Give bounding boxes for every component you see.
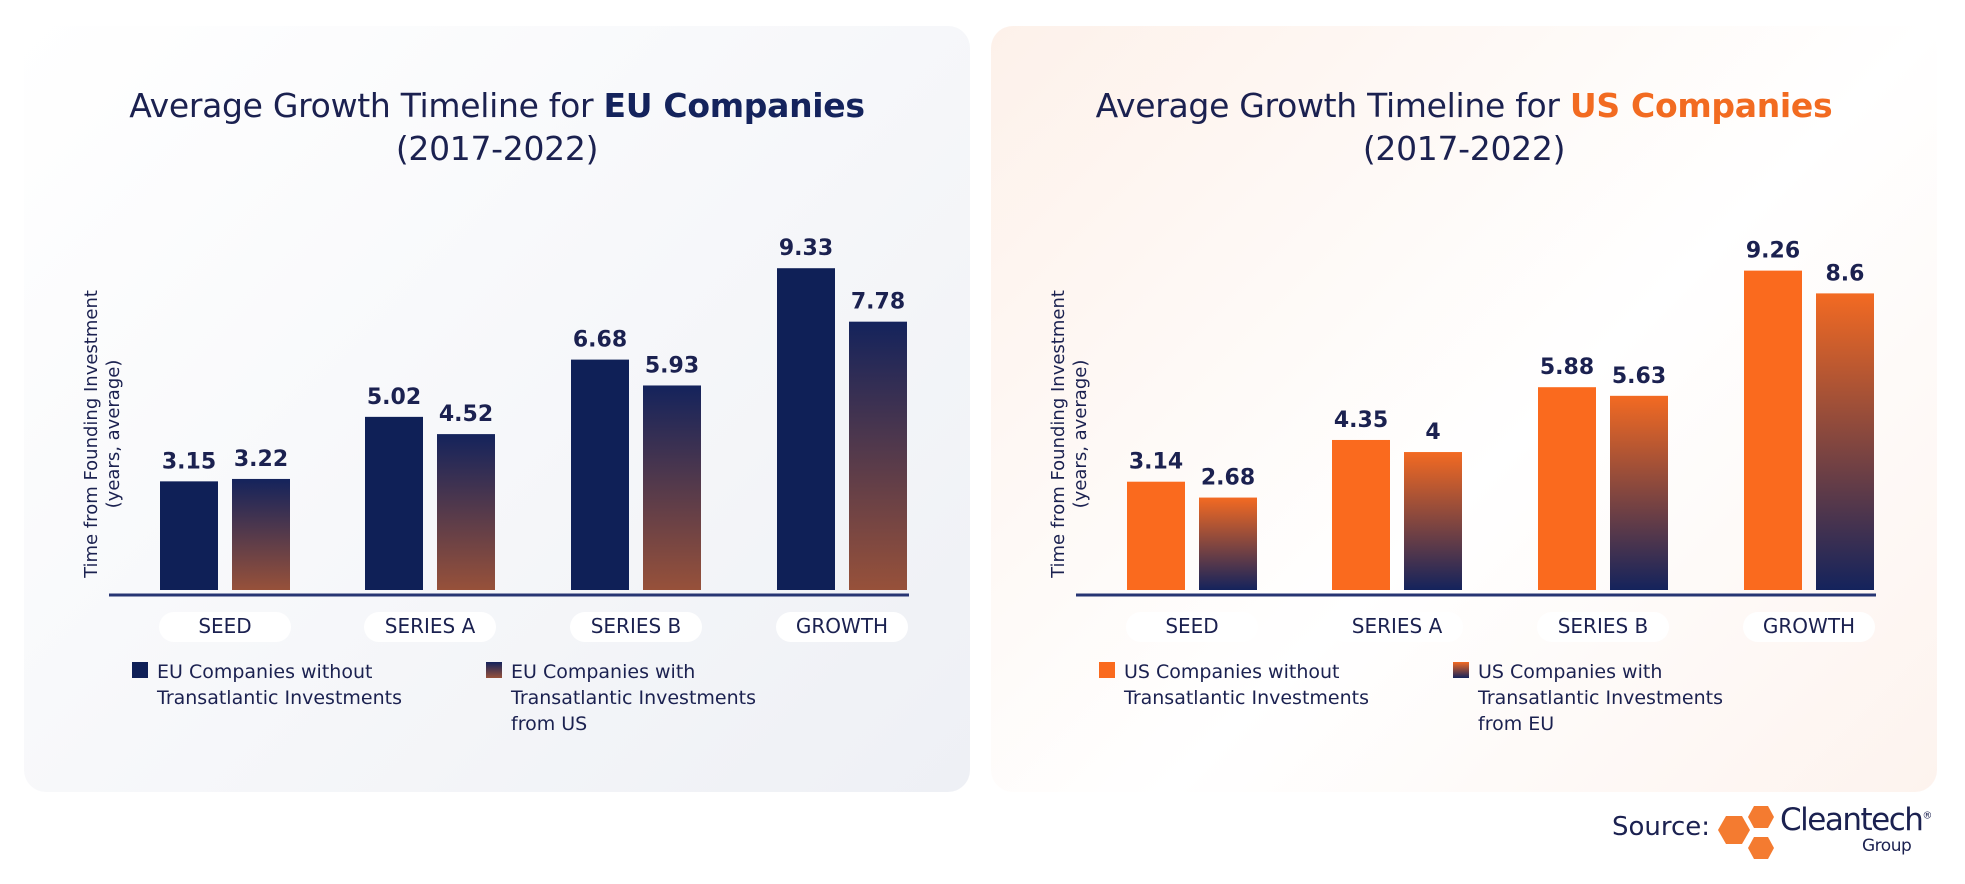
bar (1744, 270, 1802, 590)
data-label: 5.93 (645, 353, 699, 378)
data-label: 9.33 (779, 236, 833, 261)
category-pill (1537, 612, 1669, 642)
legend-label-line: Transatlantic Investments (510, 687, 756, 709)
y-axis-label-line: (years, average) (103, 360, 124, 509)
category-pill (570, 612, 702, 642)
y-axis-label: Time from Founding Investment(years, ave… (81, 290, 124, 579)
legend-label-line: EU Companies with (511, 661, 695, 683)
title-prefix: Average Growth Timeline for (129, 86, 604, 125)
category-label: SEED (1165, 614, 1218, 638)
legend-label-line: from US (511, 713, 587, 735)
data-label: 9.26 (1746, 239, 1800, 264)
category-pill (776, 612, 908, 642)
bar (1199, 497, 1257, 590)
data-label: 3.22 (234, 447, 288, 472)
bar (365, 416, 423, 590)
legend-swatch (1453, 662, 1469, 678)
bar (1816, 293, 1874, 590)
category-label: GROWTH (796, 614, 888, 638)
data-label: 5.88 (1540, 355, 1594, 380)
bar (437, 434, 495, 590)
legend-label-line: from EU (1478, 713, 1554, 735)
legend-label-line: Transatlantic Investments (156, 687, 402, 709)
chart-title: Average Growth Timeline for US Companies… (991, 84, 1937, 170)
category-label: SERIES A (385, 614, 476, 638)
category-label: SERIES A (1352, 614, 1443, 638)
category-label: SERIES B (591, 614, 682, 638)
category-pill (159, 612, 291, 642)
legend-label-line: Transatlantic Investments (1477, 687, 1723, 709)
data-label: 3.15 (162, 449, 216, 474)
chart-title: Average Growth Timeline for EU Companies… (24, 84, 970, 170)
bar (160, 481, 218, 590)
legend-label-line: US Companies without (1124, 661, 1340, 683)
legend-label-line: EU Companies without (157, 661, 372, 683)
category-label: GROWTH (1763, 614, 1855, 638)
legend-swatch (486, 662, 502, 678)
bar (1127, 481, 1185, 590)
category-pill (1743, 612, 1875, 642)
logo-hex-top (1748, 806, 1774, 828)
bar (777, 268, 835, 590)
category-label: SEED (198, 614, 251, 638)
bar (1332, 439, 1390, 590)
chart-subtitle: (2017-2022) (1362, 129, 1566, 168)
data-label: 7.78 (851, 290, 905, 315)
bar (1404, 452, 1462, 590)
y-axis-label-line: Time from Founding Investment (1048, 290, 1069, 579)
data-label: 4.52 (439, 402, 493, 427)
bar (643, 385, 701, 590)
logo-hex-bottom (1748, 837, 1774, 859)
bar (232, 478, 290, 590)
legend-label-line: Transatlantic Investments (1123, 687, 1369, 709)
data-label: 5.02 (367, 385, 421, 410)
data-label: 2.68 (1201, 466, 1255, 491)
category-label: SERIES B (1558, 614, 1649, 638)
legend-label: US Companies without Transatlantic Invest… (1123, 661, 1369, 709)
brand-subname: Group (1862, 836, 1912, 856)
bar-chart-us: Time from Founding Investment(years, ave… (1048, 239, 1876, 735)
bar (1538, 387, 1596, 590)
data-label: 6.68 (573, 328, 627, 353)
chart-panel-us: Average Growth Timeline for US Companies… (991, 26, 1937, 792)
title-prefix: Average Growth Timeline for (1095, 86, 1570, 125)
bar (1610, 395, 1668, 590)
data-label: 4.35 (1334, 408, 1388, 433)
legend-swatch (1099, 662, 1115, 678)
data-label: 4 (1425, 420, 1440, 445)
bar-chart-eu: Time from Founding Investment(years, ave… (81, 236, 909, 735)
y-axis-label-line: (years, average) (1070, 360, 1091, 509)
y-axis-label: Time from Founding Investment(years, ave… (1048, 290, 1091, 579)
data-label: 3.14 (1129, 450, 1183, 475)
logo-hex-left (1718, 816, 1750, 844)
chart-panel-eu: Average Growth Timeline for EU Companies… (24, 26, 970, 792)
title-highlight: US Companies (1569, 86, 1833, 125)
chart-subtitle: (2017-2022) (395, 129, 599, 168)
bar (571, 359, 629, 590)
title-highlight: EU Companies (603, 86, 865, 125)
category-pill (364, 612, 496, 642)
data-label: 8.6 (1826, 261, 1865, 286)
legend-label: EU Companies without Transatlantic Invest… (156, 661, 402, 709)
legend-label: US Companies with Transatlantic Investmen… (1477, 661, 1723, 735)
y-axis-label-line: Time from Founding Investment (81, 290, 102, 579)
legend-label: EU Companies with Transatlantic Investmen… (510, 661, 756, 735)
legend-swatch (132, 662, 148, 678)
legend-label-line: US Companies with (1478, 661, 1662, 683)
brand-name: Cleantech® (1780, 802, 1932, 838)
data-label: 5.63 (1612, 364, 1666, 389)
bar (849, 321, 907, 590)
cleantech-logo-icon (1718, 806, 1774, 859)
category-pill (1331, 612, 1463, 642)
source-label: Source: (1612, 812, 1711, 842)
category-pill (1126, 612, 1258, 642)
